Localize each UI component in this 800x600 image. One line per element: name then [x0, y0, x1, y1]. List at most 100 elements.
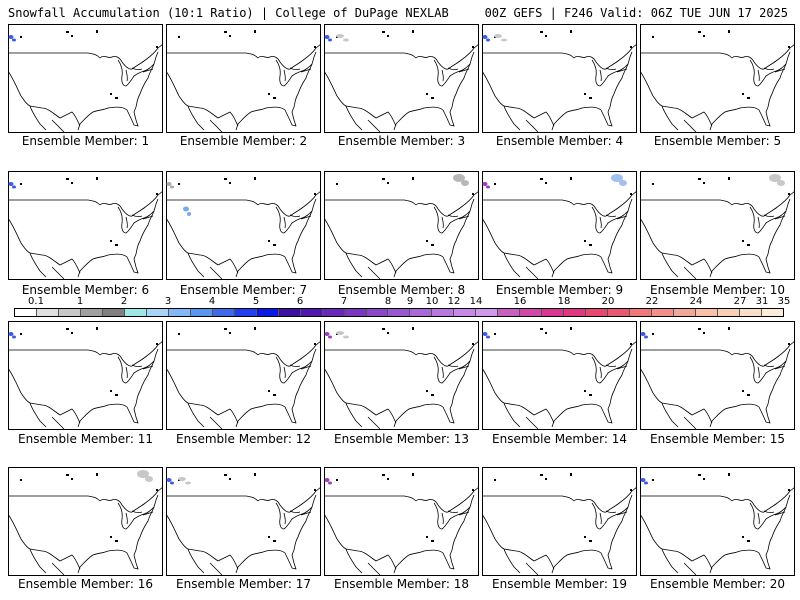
colorbar-swatch — [15, 309, 37, 316]
colorbar-swatch — [454, 309, 477, 316]
snow-accumulation-area — [178, 477, 186, 481]
colorbar-swatch — [432, 309, 455, 316]
colorbar-swatch — [630, 309, 653, 316]
snow-accumulation-area — [482, 182, 488, 186]
ensemble-member-map — [640, 467, 795, 576]
colorbar-swatch — [564, 309, 587, 316]
snow-accumulation-area — [482, 332, 488, 336]
colorbar-swatch — [124, 309, 147, 316]
colorbar-label: 24 — [689, 296, 703, 307]
snow-accumulation-area — [769, 174, 781, 182]
snow-accumulation-area — [501, 38, 507, 42]
colorbar-swatch — [146, 309, 169, 316]
colorbar-label: 0.1 — [28, 296, 44, 307]
colorbar-label: 35 — [777, 296, 791, 307]
colorbar-swatch — [36, 309, 59, 316]
snow-accumulation-area — [324, 478, 330, 482]
snow-accumulation-area — [453, 174, 465, 182]
snow-accumulation-area — [183, 206, 189, 212]
colorbar-swatch — [80, 309, 103, 316]
snow-accumulation-area — [170, 481, 174, 485]
ensemble-member-label: Ensemble Member: 20 — [650, 577, 785, 591]
ensemble-member-label: Ensemble Member: 3 — [337, 134, 466, 148]
colorbar-label: 12 — [447, 296, 461, 307]
ensemble-member-label: Ensemble Member: 10 — [650, 283, 785, 297]
colorbar-swatch — [102, 309, 125, 316]
colorbar-swatch — [652, 309, 675, 316]
snow-accumulation-area — [494, 34, 502, 38]
colorbar-label: 1 — [76, 296, 84, 307]
snow-accumulation-area — [8, 35, 14, 39]
snow-accumulation-area — [137, 470, 149, 478]
ensemble-member-label: Ensemble Member: 2 — [179, 134, 308, 148]
ensemble-member-label: Ensemble Member: 9 — [495, 283, 624, 297]
colorbar-swatch — [344, 309, 367, 316]
colorbar-swatch — [520, 309, 543, 316]
snow-accumulation-area — [343, 335, 349, 339]
ensemble-member-map — [166, 24, 321, 133]
ensemble-member-map — [8, 321, 163, 430]
snow-accumulation-area — [324, 35, 330, 39]
ensemble-member-label: Ensemble Member: 16 — [18, 577, 153, 591]
ensemble-member-map — [640, 171, 795, 280]
colorbar-swatch — [234, 309, 257, 316]
colorbar-label: 2 — [120, 296, 128, 307]
ensemble-member-map — [166, 321, 321, 430]
snow-accumulation-area — [185, 481, 191, 485]
snow-accumulation-area — [640, 478, 646, 482]
ensemble-member-map — [8, 171, 163, 280]
colorbar-swatch — [278, 309, 301, 316]
ensemble-member-label: Ensemble Member: 13 — [334, 432, 469, 446]
colorbar-swatch — [366, 309, 389, 316]
colorbar-swatch — [696, 309, 718, 316]
snow-accumulation-area — [166, 182, 172, 186]
colorbar-swatch — [388, 309, 411, 316]
colorbar-label: 9 — [406, 296, 414, 307]
ensemble-member-label: Ensemble Member: 17 — [176, 577, 311, 591]
colorbar-swatch — [410, 309, 433, 316]
colorbar-swatch — [322, 309, 345, 316]
ensemble-member-map — [166, 467, 321, 576]
ensemble-member-map — [8, 467, 163, 576]
colorbar-swatch — [586, 309, 609, 316]
ensemble-member-label: Ensemble Member: 11 — [18, 432, 153, 446]
snow-accumulation-area — [145, 476, 153, 482]
snow-accumulation-area — [12, 185, 16, 189]
colorbar-swatch — [58, 309, 81, 316]
colorbar-labels: 0.1123456789101214161820222427313539 — [12, 296, 800, 307]
ensemble-member-label: Ensemble Member: 15 — [650, 432, 785, 446]
snow-accumulation-area — [12, 335, 16, 339]
snow-accumulation-area — [8, 182, 14, 186]
colorbar-label: 22 — [645, 296, 659, 307]
ensemble-member-label: Ensemble Member: 6 — [21, 283, 150, 297]
colorbar-swatch — [739, 309, 762, 316]
colorbar-swatch — [168, 309, 191, 316]
colorbar-swatch — [256, 309, 279, 316]
ensemble-member-label: Ensemble Member: 19 — [492, 577, 627, 591]
colorbar-label: 6 — [296, 296, 304, 307]
colorbar-label: 4 — [208, 296, 216, 307]
ensemble-member-label: Ensemble Member: 7 — [179, 283, 308, 297]
colorbar-label: 20 — [601, 296, 615, 307]
ensemble-member-map — [640, 321, 795, 430]
colorbar-label: 10 — [425, 296, 439, 307]
snow-accumulation-area — [482, 35, 488, 39]
snow-accumulation-area — [644, 481, 648, 485]
snowfall-colorbar: 0.1123456789101214161820222427313539 — [12, 296, 800, 318]
colorbar-label: 27 — [733, 296, 747, 307]
colorbar-label: 7 — [340, 296, 348, 307]
ensemble-member-label: Ensemble Member: 14 — [492, 432, 627, 446]
colorbar-swatch — [608, 309, 631, 316]
colorbar-label: 16 — [513, 296, 527, 307]
snow-accumulation-area — [486, 38, 490, 42]
ensemble-member-map — [482, 467, 637, 576]
ensemble-member-label: Ensemble Member: 4 — [495, 134, 624, 148]
colorbar-label: 8 — [384, 296, 392, 307]
snow-accumulation-area — [328, 38, 332, 42]
ensemble-member-map — [324, 24, 479, 133]
colorbar-swatch — [674, 309, 697, 316]
ensemble-member-label: Ensemble Member: 18 — [334, 577, 469, 591]
snow-accumulation-area — [343, 38, 349, 42]
snow-accumulation-area — [461, 180, 469, 186]
ensemble-member-label: Ensemble Member: 8 — [337, 283, 466, 297]
